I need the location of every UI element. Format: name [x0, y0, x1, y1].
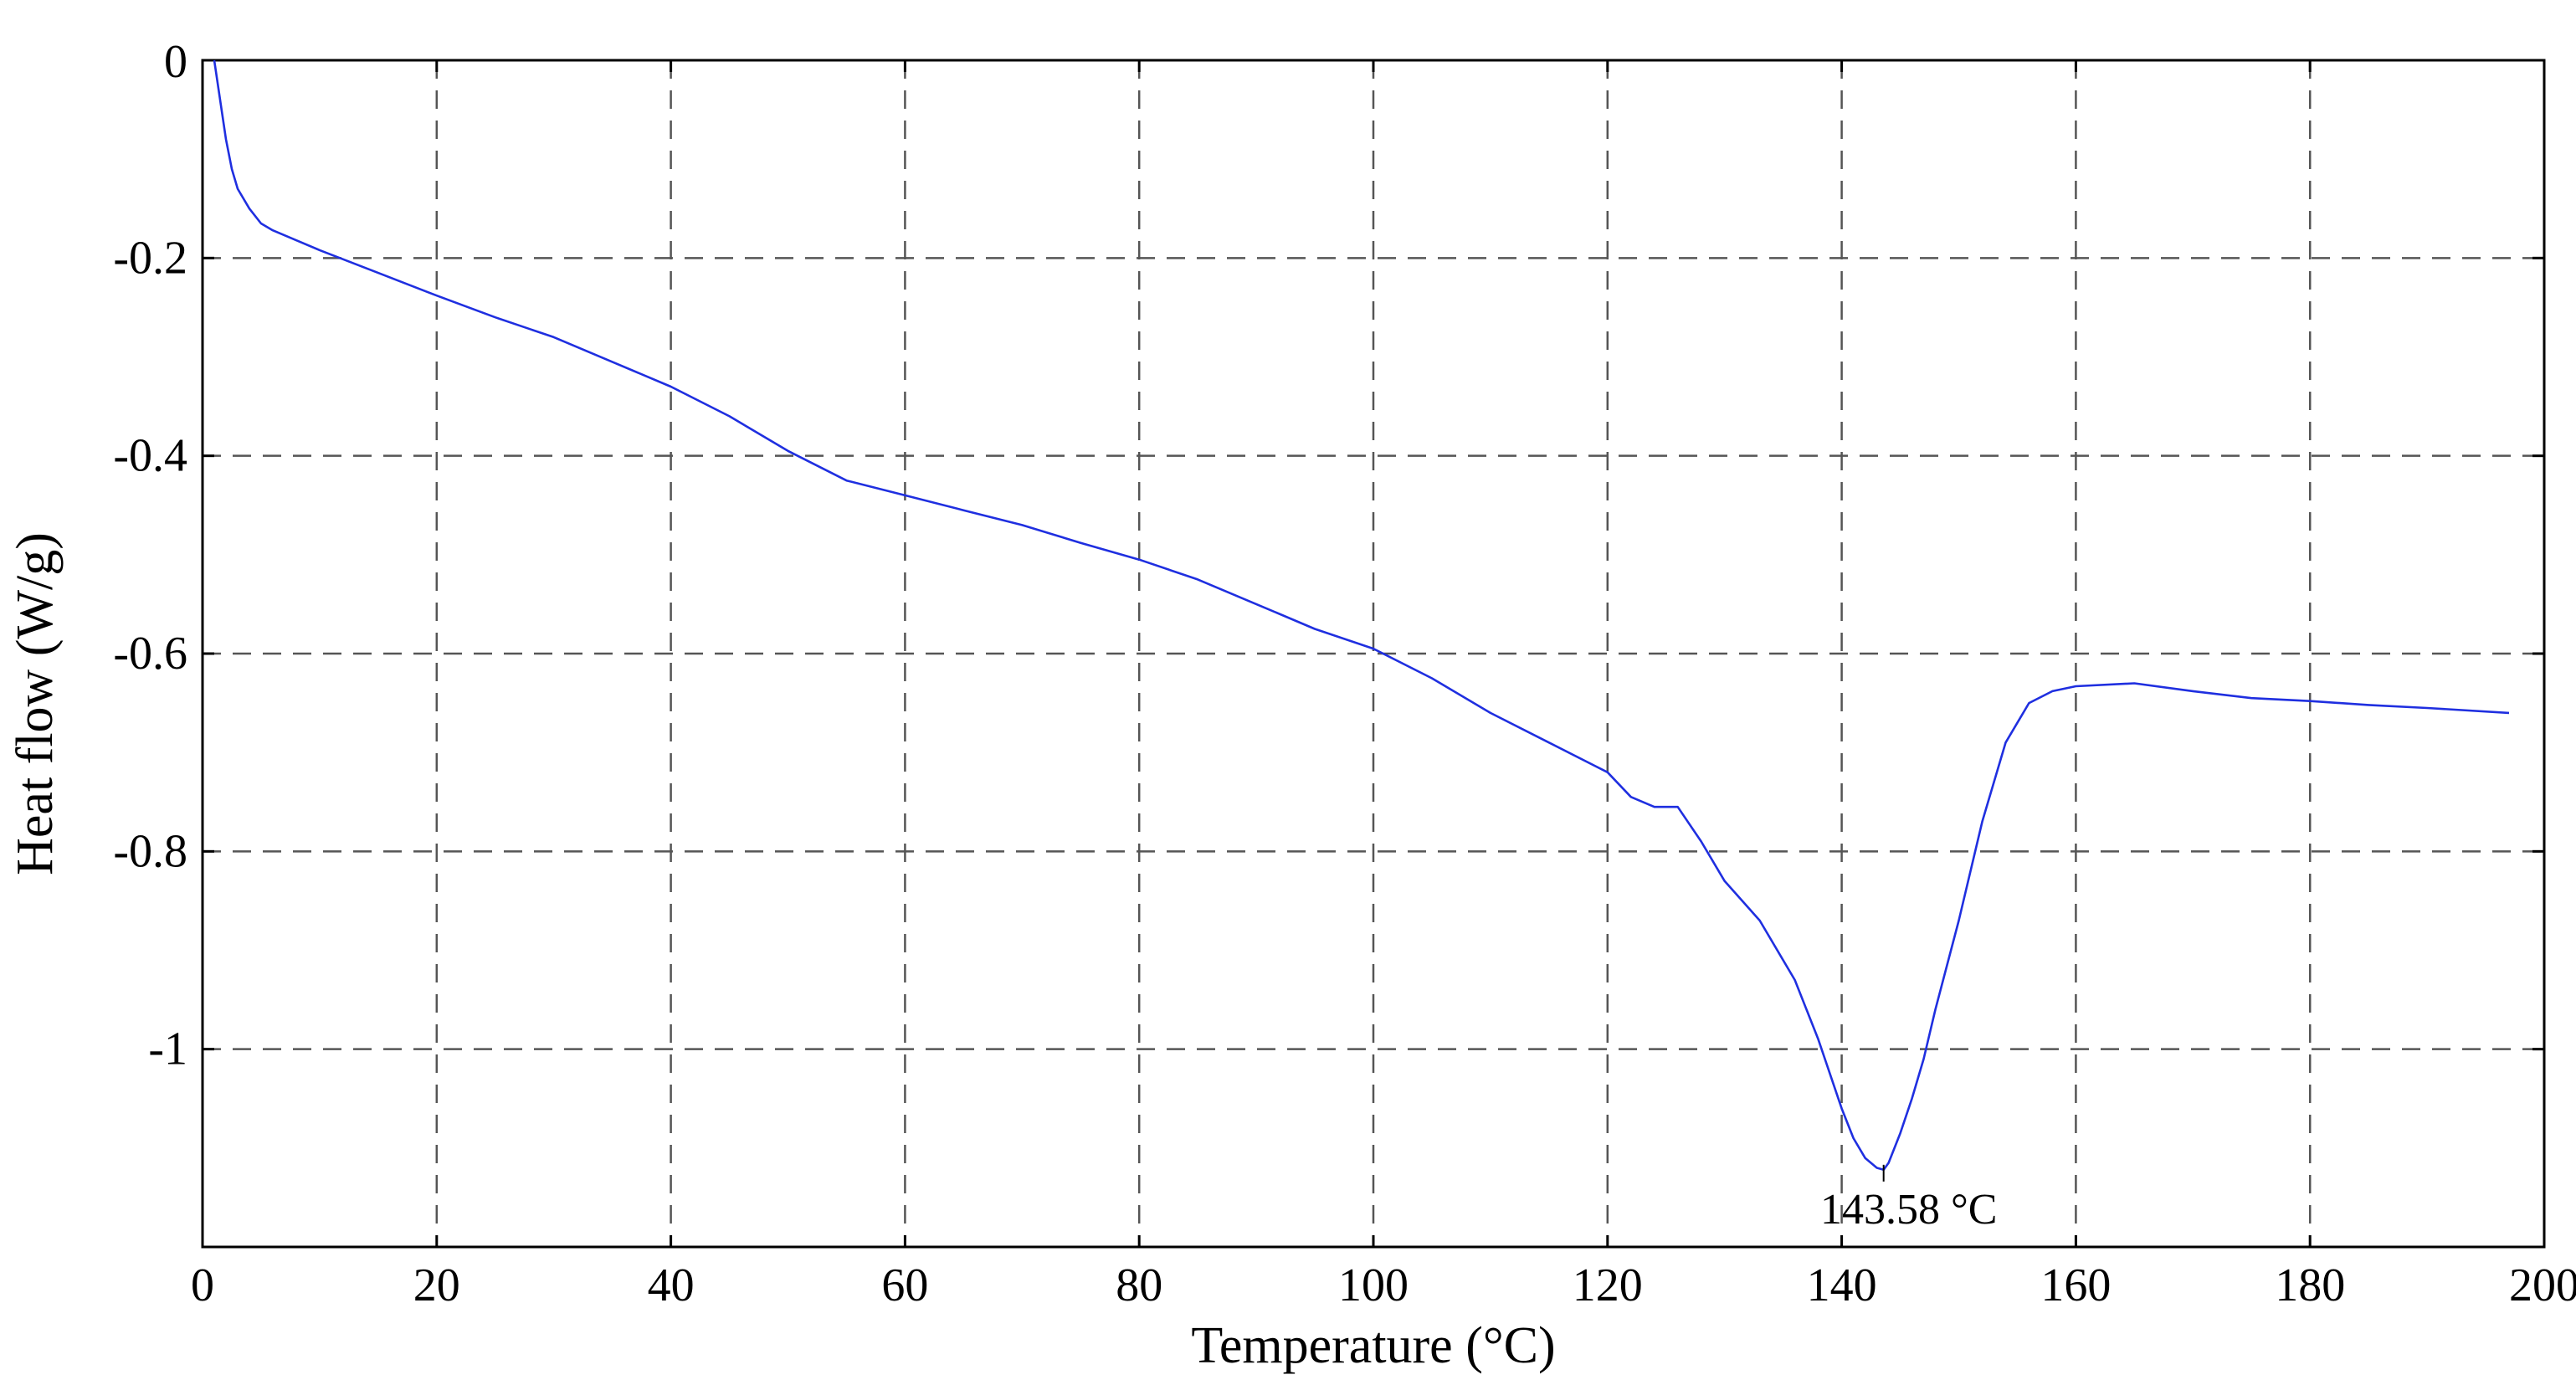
x-tick-label: 140	[1807, 1259, 1877, 1311]
y-tick-label: -1	[148, 1023, 187, 1075]
x-tick-label: 20	[413, 1259, 460, 1311]
x-tick-label: 120	[1573, 1259, 1643, 1311]
x-axis-label: Temperature (°C)	[1191, 1317, 1555, 1374]
series-line	[213, 59, 2510, 1172]
tick-layer: 0 20 40 60 80 100 120 140 160 180 200 0 -0.2 -0.4 -0.6…	[113, 36, 2576, 1311]
x-tick-label: 160	[2040, 1259, 2111, 1311]
x-tick-label: 0	[191, 1259, 214, 1311]
y-tick-label: -0.4	[113, 430, 187, 482]
y-tick-label: -0.8	[113, 825, 187, 877]
y-tick-label: 0	[164, 36, 187, 88]
y-axis-label: Heat flow (W/g)	[7, 532, 64, 875]
series-layer	[213, 59, 2510, 1172]
annotation-layer: 143.58 °C	[1820, 1164, 1997, 1234]
x-tick-label: 60	[881, 1259, 928, 1311]
y-tick-label: -0.2	[113, 232, 187, 284]
grid-layer	[203, 60, 2544, 1247]
y-tick-label: -0.6	[113, 628, 187, 680]
x-tick-label: 200	[2509, 1259, 2576, 1311]
x-tick-label: 180	[2275, 1259, 2345, 1311]
x-tick-label: 40	[648, 1259, 695, 1311]
x-tick-label: 100	[1338, 1259, 1409, 1311]
peak-annotation: 143.58 °C	[1820, 1186, 1997, 1234]
x-tick-label: 80	[1116, 1259, 1162, 1311]
